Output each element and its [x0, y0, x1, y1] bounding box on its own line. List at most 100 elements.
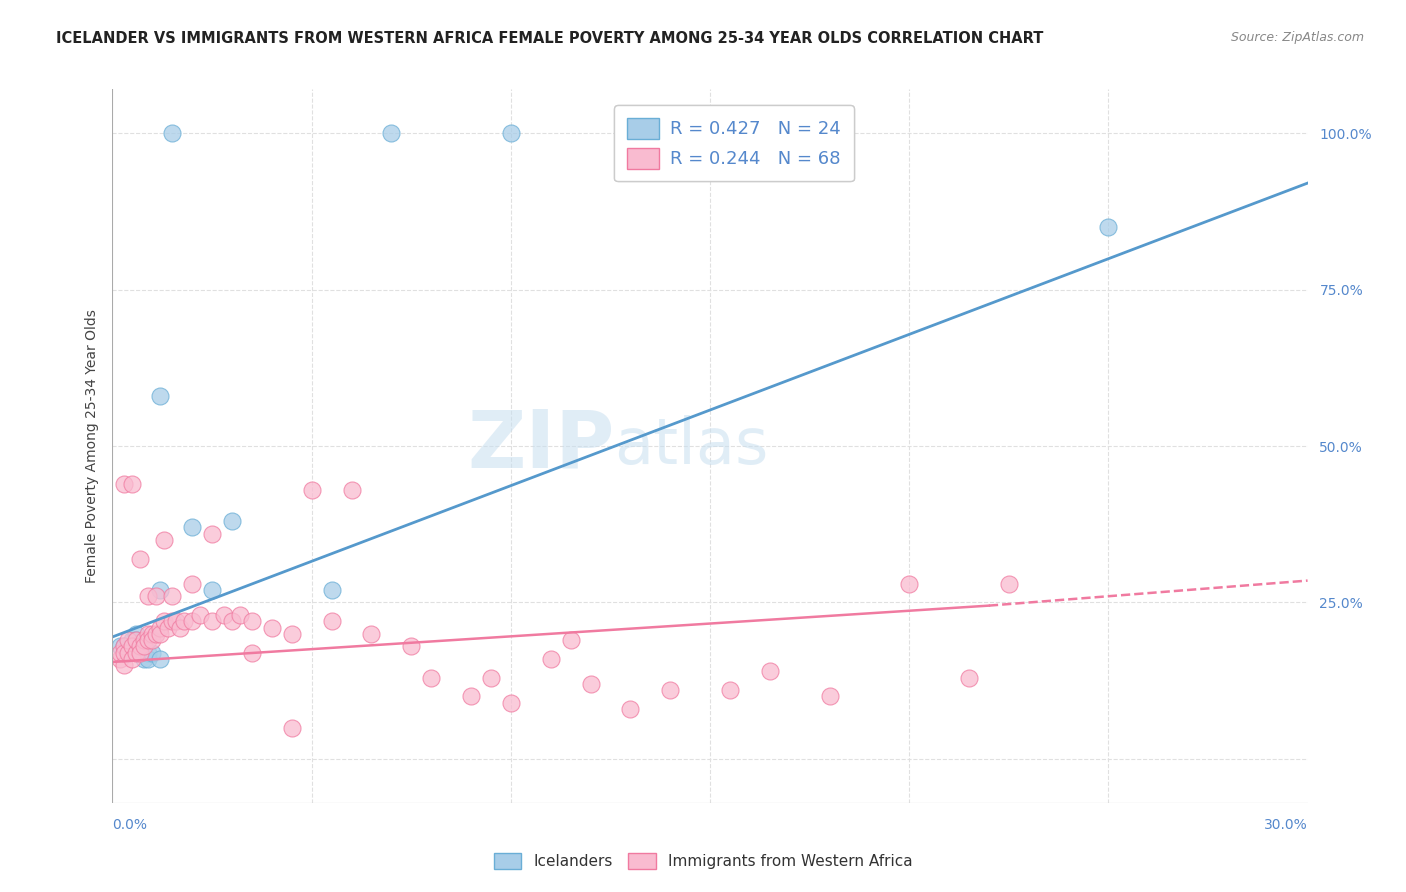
- Point: [162, 614, 183, 628]
- Point: [138, 627, 160, 641]
- Point: [121, 633, 143, 648]
- Point: [110, 646, 132, 660]
- Point: [898, 576, 921, 591]
- Point: [141, 627, 163, 641]
- Point: [212, 607, 235, 622]
- Point: [138, 646, 160, 660]
- Point: [134, 652, 156, 666]
- Legend: Icelanders, Immigrants from Western Africa: Icelanders, Immigrants from Western Afri…: [488, 847, 918, 875]
- Point: [138, 589, 160, 603]
- Point: [221, 614, 243, 628]
- Point: [1097, 219, 1119, 234]
- Point: [114, 658, 135, 673]
- Text: ZIP: ZIP: [467, 407, 614, 485]
- Point: [818, 690, 841, 704]
- Legend: R = 0.427   N = 24, R = 0.244   N = 68: R = 0.427 N = 24, R = 0.244 N = 68: [614, 105, 853, 181]
- Point: [141, 633, 163, 648]
- Point: [169, 621, 191, 635]
- Point: [420, 671, 443, 685]
- Point: [117, 646, 139, 660]
- Point: [129, 646, 152, 660]
- Point: [380, 126, 402, 140]
- Point: [460, 690, 482, 704]
- Point: [240, 614, 263, 628]
- Point: [181, 576, 204, 591]
- Point: [149, 389, 172, 403]
- Point: [201, 526, 224, 541]
- Point: [121, 640, 143, 654]
- Point: [181, 614, 204, 628]
- Point: [579, 677, 602, 691]
- Point: [321, 582, 343, 597]
- Text: 30.0%: 30.0%: [1264, 819, 1308, 832]
- Point: [117, 633, 139, 648]
- Point: [173, 614, 195, 628]
- Point: [759, 665, 782, 679]
- Point: [153, 533, 176, 547]
- Point: [145, 589, 167, 603]
- Point: [162, 589, 183, 603]
- Point: [117, 646, 139, 660]
- Point: [145, 627, 167, 641]
- Point: [149, 582, 172, 597]
- Point: [129, 640, 152, 654]
- Point: [957, 671, 980, 685]
- Point: [114, 640, 135, 654]
- Point: [281, 721, 304, 735]
- Point: [125, 633, 148, 648]
- Point: [619, 702, 641, 716]
- Point: [998, 576, 1021, 591]
- Point: [129, 551, 152, 566]
- Point: [540, 652, 562, 666]
- Y-axis label: Female Poverty Among 25-34 Year Olds: Female Poverty Among 25-34 Year Olds: [84, 309, 98, 583]
- Point: [301, 483, 323, 497]
- Text: ICELANDER VS IMMIGRANTS FROM WESTERN AFRICA FEMALE POVERTY AMONG 25-34 YEAR OLDS: ICELANDER VS IMMIGRANTS FROM WESTERN AFR…: [56, 31, 1043, 46]
- Point: [401, 640, 423, 654]
- Point: [499, 696, 522, 710]
- Point: [149, 621, 172, 635]
- Point: [125, 627, 148, 641]
- Point: [138, 633, 160, 648]
- Point: [110, 640, 132, 654]
- Point: [240, 646, 263, 660]
- Point: [499, 126, 522, 140]
- Point: [125, 633, 148, 648]
- Point: [134, 633, 156, 648]
- Point: [129, 640, 152, 654]
- Point: [718, 683, 741, 698]
- Text: 0.0%: 0.0%: [112, 819, 148, 832]
- Point: [221, 514, 243, 528]
- Point: [321, 614, 343, 628]
- Point: [110, 652, 132, 666]
- Point: [134, 640, 156, 654]
- Point: [121, 476, 143, 491]
- Point: [201, 582, 224, 597]
- Point: [560, 633, 582, 648]
- Point: [129, 646, 152, 660]
- Point: [157, 621, 180, 635]
- Point: [125, 646, 148, 660]
- Point: [153, 614, 176, 628]
- Text: Source: ZipAtlas.com: Source: ZipAtlas.com: [1230, 31, 1364, 45]
- Point: [229, 607, 252, 622]
- Point: [181, 520, 204, 534]
- Point: [360, 627, 382, 641]
- Point: [121, 652, 143, 666]
- Point: [659, 683, 682, 698]
- Point: [114, 646, 135, 660]
- Point: [114, 476, 135, 491]
- Point: [149, 627, 172, 641]
- Point: [201, 614, 224, 628]
- Point: [479, 671, 502, 685]
- Point: [340, 483, 363, 497]
- Point: [260, 621, 283, 635]
- Point: [188, 607, 211, 622]
- Point: [165, 614, 187, 628]
- Text: atlas: atlas: [614, 415, 769, 477]
- Point: [281, 627, 304, 641]
- Point: [138, 652, 160, 666]
- Point: [134, 640, 156, 654]
- Point: [141, 646, 163, 660]
- Point: [149, 652, 172, 666]
- Point: [114, 640, 135, 654]
